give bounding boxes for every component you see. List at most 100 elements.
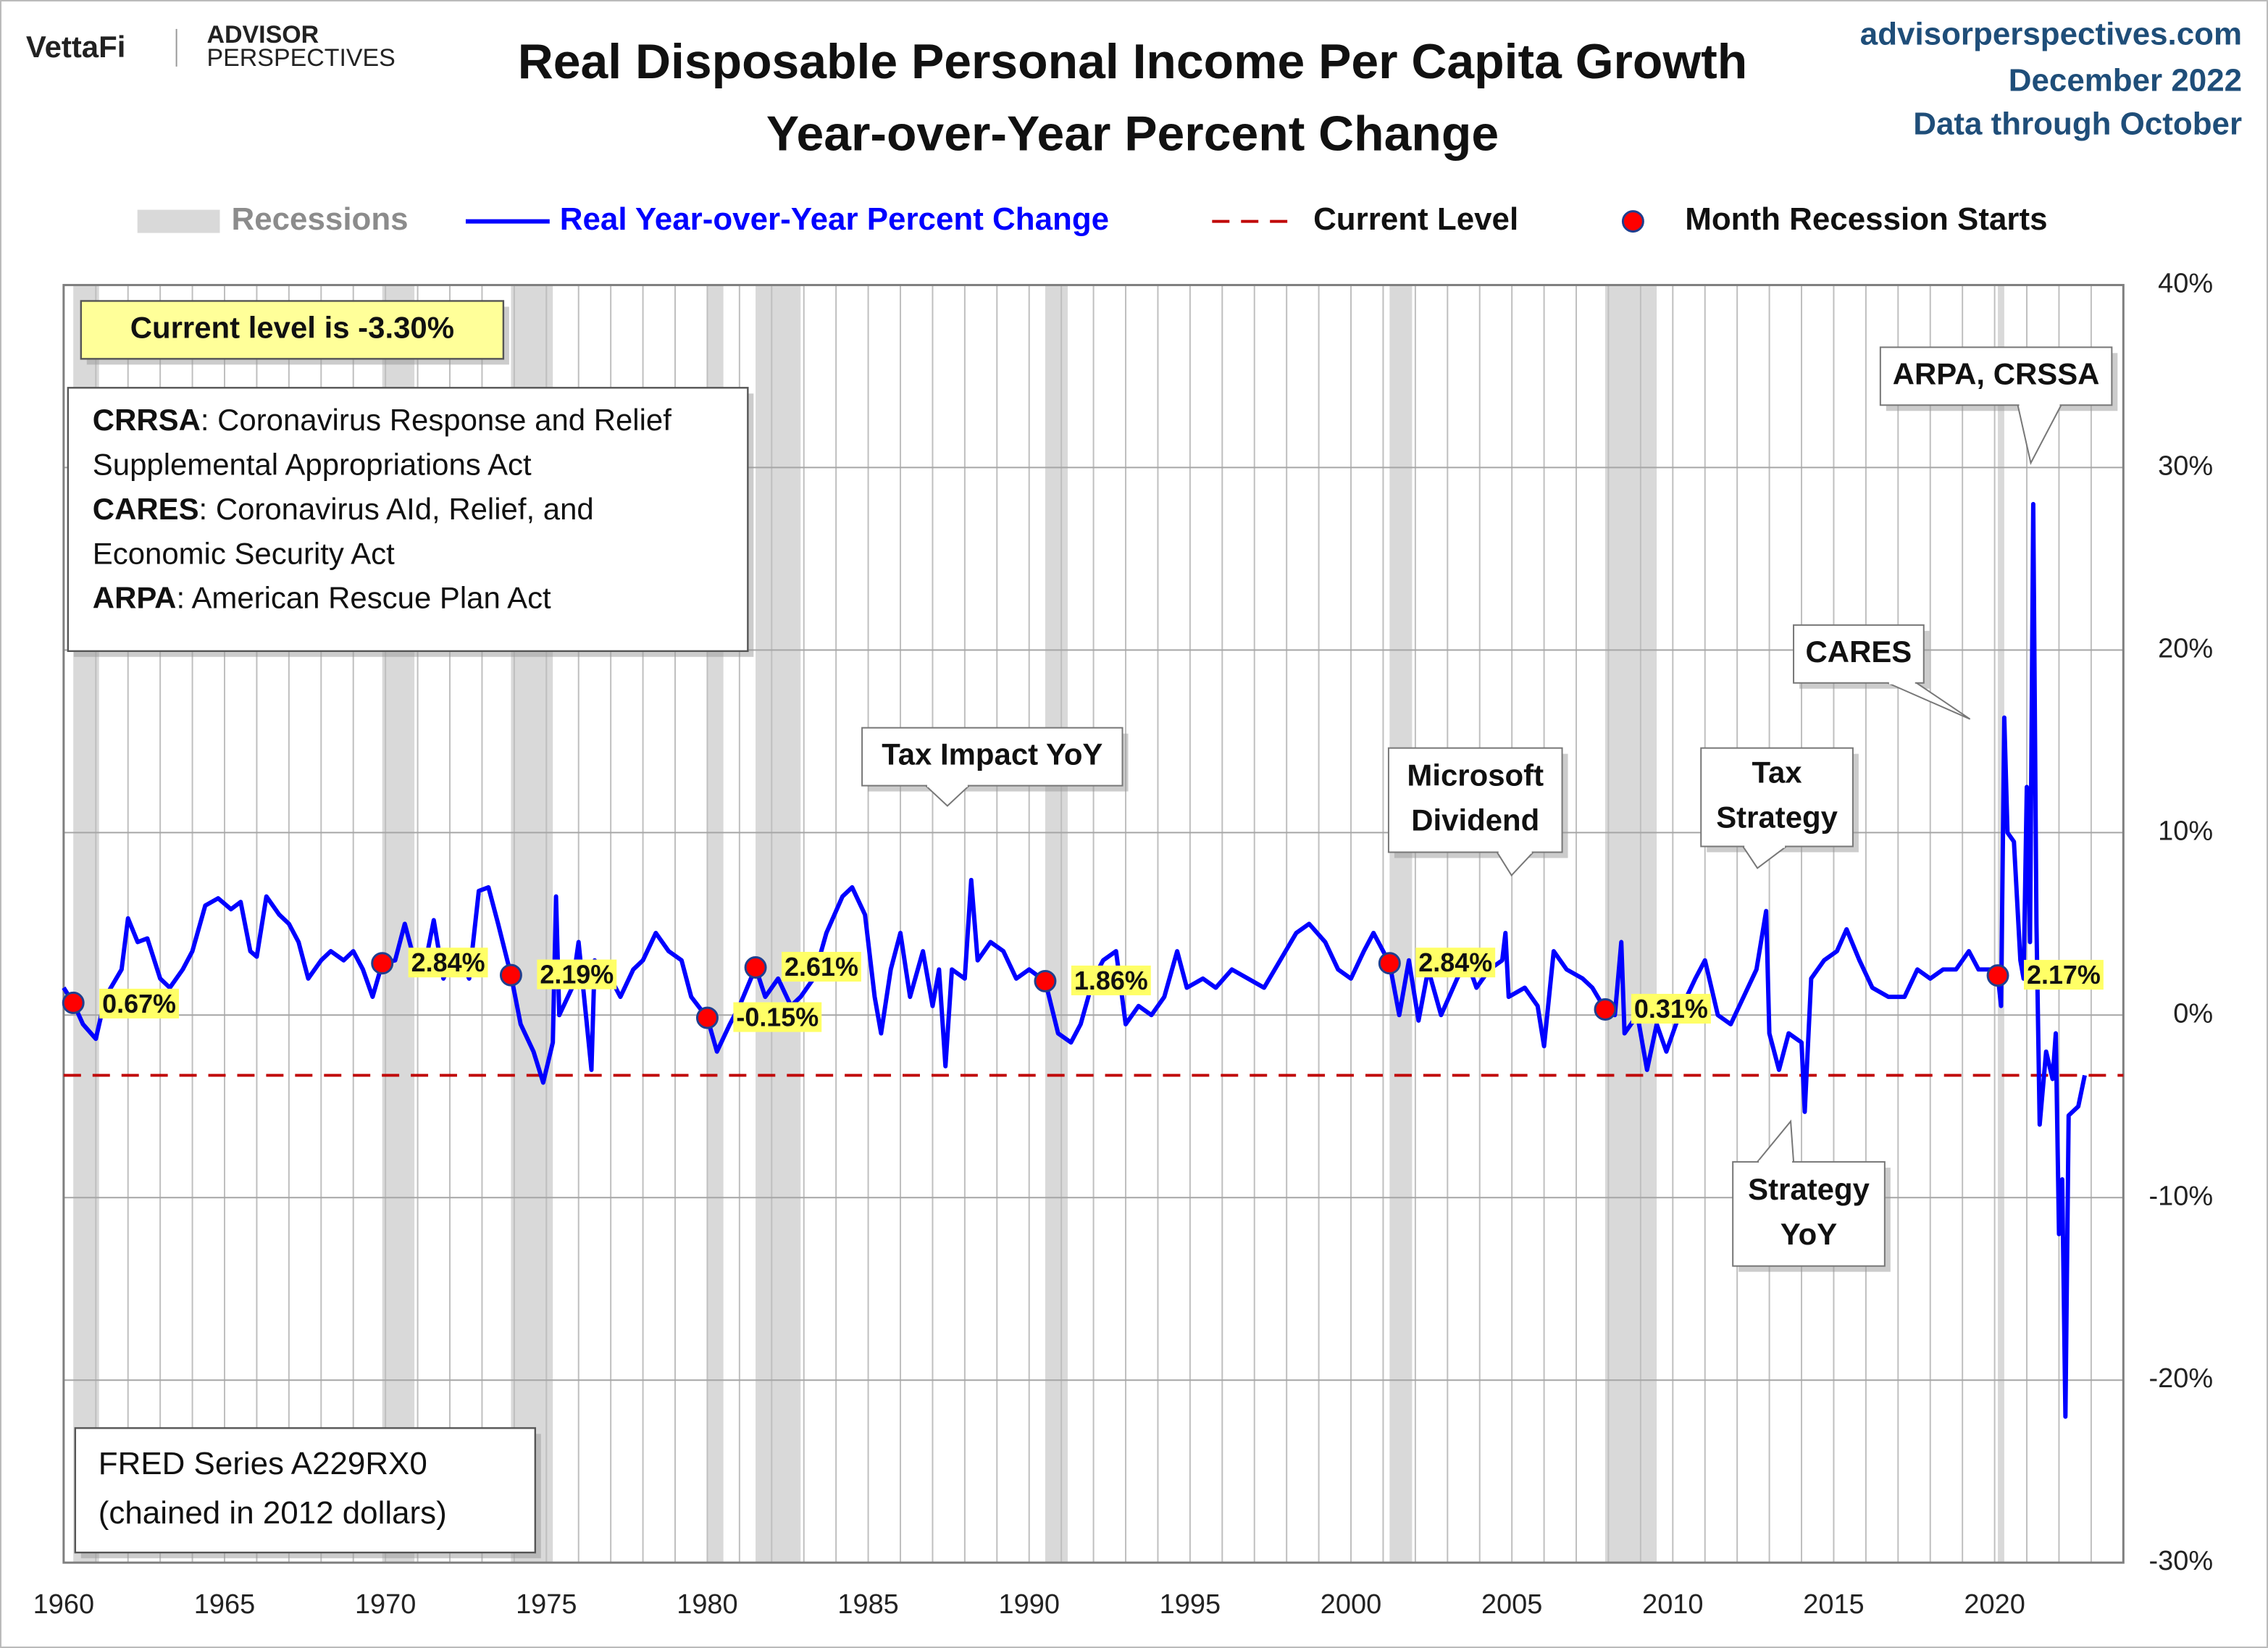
x-tick-label: 1980 [677, 1589, 737, 1620]
definition-term: ARPA [93, 581, 177, 615]
recession-start-marker [371, 952, 394, 975]
x-tick-label: 1985 [837, 1589, 898, 1620]
legend-swatch [137, 209, 220, 233]
recession-band [1605, 285, 1657, 1563]
legend-label: Month Recession Starts [1685, 201, 2047, 237]
callout-text: CARES [1806, 635, 1912, 669]
plot-border [62, 283, 2125, 1564]
callout-text: ARPA, CRSSA [1893, 356, 2100, 390]
callout-text: Strategy [1748, 1172, 1870, 1206]
x-tick-label: 2015 [1803, 1589, 1864, 1620]
definition-term: CARES [93, 492, 199, 526]
data-label-bg [2023, 960, 2104, 990]
recession-start-marker [1378, 952, 1401, 975]
callout-pointer [1742, 845, 1787, 869]
definition-line: Supplemental Appropriations Act [93, 448, 532, 482]
definition-line: CRRSA: Coronavirus Response and Relief [93, 403, 671, 437]
source-box [74, 1427, 537, 1554]
data-label-bg [537, 959, 617, 990]
data-label-bg [1071, 965, 1151, 995]
brand-sub: ADVISOR [207, 21, 319, 49]
callout-box [1879, 346, 2113, 406]
callout-text: Microsoft [1407, 758, 1544, 792]
source-line: (chained in 2012 dollars) [99, 1495, 447, 1531]
data-label: 2.19% [540, 960, 614, 990]
callout-pointer [1496, 851, 1534, 877]
callout-text: Tax [1752, 756, 1803, 790]
y-tick-label: 30% [2158, 451, 2213, 481]
data-label-bg [99, 988, 180, 1019]
callout-text: Dividend [1411, 803, 1539, 837]
date: December 2022 [2009, 62, 2242, 98]
callout-box [1700, 747, 1854, 848]
data-label-bg [1415, 948, 1496, 978]
legend-label: Recessions [231, 201, 408, 237]
recession-start-marker [744, 956, 767, 979]
definition-term: CRRSA [93, 403, 201, 437]
x-tick-label: 2020 [1964, 1589, 2025, 1620]
data-label: 0.31% [1634, 994, 1708, 1024]
recession-start-marker [1594, 998, 1617, 1021]
callout-text: Tax Impact YoY [882, 737, 1102, 771]
recession-band [1045, 285, 1068, 1563]
recession-band [1389, 285, 1413, 1563]
y-tick-label: 0% [2173, 998, 2213, 1029]
x-tick-label: 1995 [1160, 1589, 1221, 1620]
site: advisorperspectives.com [1860, 17, 2242, 52]
y-tick-label: 10% [2158, 816, 2213, 846]
data-label-bg [782, 952, 861, 982]
x-tick-label: 1990 [999, 1589, 1060, 1620]
recession-start-marker [1034, 969, 1057, 992]
recession-start-marker [62, 991, 85, 1014]
data-label: 1.86% [1074, 966, 1148, 995]
data-label: -0.15% [736, 1003, 819, 1032]
current-level-box [80, 300, 505, 360]
definition-line: Economic Security Act [93, 536, 395, 570]
data-label-bg [1631, 993, 1711, 1024]
legend-label: Real Year-over-Year Percent Change [560, 201, 1109, 237]
x-tick-label: 2010 [1642, 1589, 1703, 1620]
y-tick-label: -10% [2149, 1181, 2214, 1211]
data-label-bg [408, 948, 488, 978]
callout-box [861, 727, 1123, 787]
y-tick-label: -20% [2149, 1363, 2214, 1394]
x-tick-label: 1970 [355, 1589, 416, 1620]
chart-subtitle: Year-over-Year Percent Change [766, 107, 1499, 162]
callout-box [1387, 747, 1563, 853]
data-label-bg [733, 1002, 822, 1032]
definition-text: : Coronavirus AId, Relief, and [199, 492, 594, 526]
callout-text: Strategy [1716, 800, 1838, 835]
data-label: 0.67% [102, 989, 176, 1019]
brand: VettaFi [26, 30, 125, 64]
definition-line: ARPA: American Rescue Plan Act [93, 581, 551, 615]
data-label: 2.61% [784, 952, 858, 982]
data-label: 2.84% [1418, 948, 1492, 977]
callout-box [1793, 624, 1925, 684]
chart-title: Real Disposable Personal Income Per Capi… [518, 35, 1748, 89]
current-level-note: Current level is -3.30% [130, 310, 454, 344]
definitions-box [67, 387, 749, 653]
data-label: 2.17% [2027, 960, 2101, 990]
x-tick-label: 1975 [516, 1589, 577, 1620]
callout-box [1732, 1160, 1886, 1267]
definition-line: CARES: Coronavirus AId, Relief, and [93, 492, 594, 526]
data-label: 2.84% [411, 948, 485, 977]
x-tick-label: 2000 [1321, 1589, 1381, 1620]
y-tick-label: 20% [2158, 633, 2213, 664]
source-line: FRED Series A229RX0 [99, 1446, 427, 1481]
data-through: Data through October [1913, 106, 2242, 141]
callout-pointer [2017, 404, 2062, 466]
definition-text: : Coronavirus Response and Relief [201, 403, 671, 437]
y-tick-label: -30% [2149, 1546, 2214, 1576]
callout-pointer [925, 785, 970, 807]
legend-label: Current Level [1313, 201, 1518, 237]
callout-pointer [1887, 682, 1971, 720]
recession-start-marker [499, 963, 522, 987]
recession-start-marker [1986, 964, 2009, 987]
x-tick-label: 2005 [1481, 1589, 1542, 1620]
definition-text: : American Rescue Plan Act [176, 581, 551, 615]
x-tick-label: 1960 [33, 1589, 94, 1620]
y-tick-label: 40% [2158, 268, 2213, 298]
